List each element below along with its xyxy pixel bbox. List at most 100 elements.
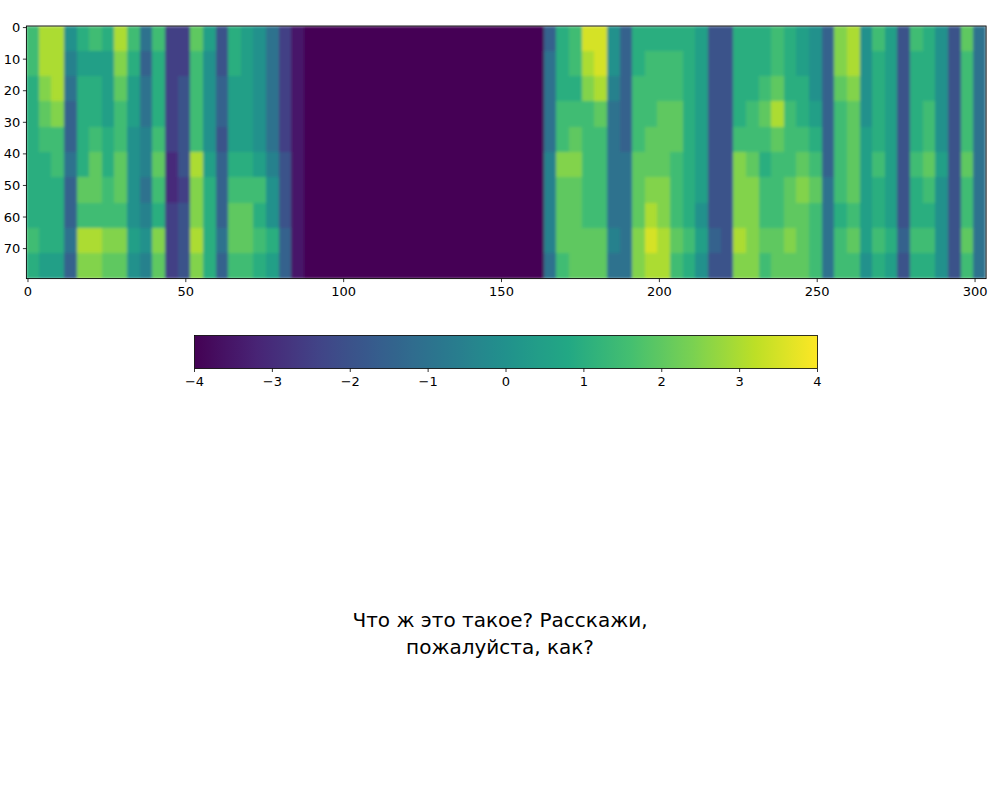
heatmap-cell: [910, 51, 923, 77]
heatmap-cell: [771, 76, 784, 102]
heatmap-cell: [178, 177, 191, 203]
heatmap-cell: [746, 51, 759, 77]
heatmap-cell: [127, 76, 140, 102]
heatmap-cell: [695, 127, 708, 153]
heatmap-cell: [923, 177, 936, 203]
heatmap-cell: [923, 101, 936, 127]
heatmap-cell: [354, 253, 367, 279]
x-tick-label: 300: [963, 284, 988, 299]
heatmap-cell: [897, 253, 910, 279]
heatmap-cell: [582, 127, 595, 153]
heatmap-cell: [279, 101, 292, 127]
heatmap-cell: [304, 177, 317, 203]
heatmap-cell: [961, 228, 974, 254]
heatmap-cell: [291, 177, 304, 203]
heatmap-cell: [847, 127, 860, 153]
heatmap-cell: [165, 228, 178, 254]
heatmap-cell: [973, 101, 986, 127]
heatmap-cell: [746, 177, 759, 203]
heatmap-cell: [178, 152, 191, 178]
colorbar-tick: [506, 369, 507, 373]
heatmap-cell: [329, 76, 342, 102]
heatmap-cell: [506, 177, 519, 203]
heatmap-cell: [443, 203, 456, 229]
heatmap-cell: [948, 127, 961, 153]
heatmap-cell: [165, 177, 178, 203]
heatmap-cell: [620, 127, 633, 153]
heatmap-cell: [102, 152, 115, 178]
heatmap-cell: [152, 203, 165, 229]
heatmap-cell: [127, 26, 140, 52]
heatmap-cell: [190, 127, 203, 153]
heatmap-cell: [809, 26, 822, 52]
heatmap-cell: [114, 76, 127, 102]
heatmap-cell: [620, 101, 633, 127]
heatmap-cell: [241, 51, 254, 77]
heatmap-cell: [796, 152, 809, 178]
heatmap-cell: [140, 101, 153, 127]
heatmap-cell: [241, 76, 254, 102]
heatmap-cell: [102, 127, 115, 153]
heatmap-cell: [657, 203, 670, 229]
heatmap-cell: [620, 26, 633, 52]
heatmap-cell: [885, 253, 898, 279]
heatmap-cell: [910, 177, 923, 203]
heatmap-cell: [430, 152, 443, 178]
heatmap-cell: [657, 127, 670, 153]
heatmap-cell: [190, 152, 203, 178]
heatmap-cell: [721, 51, 734, 77]
x-tick: [501, 279, 502, 283]
heatmap-cell: [683, 253, 696, 279]
heatmap-cell: [834, 203, 847, 229]
heatmap-cell: [645, 51, 658, 77]
heatmap-cell: [519, 253, 532, 279]
heatmap-cell: [569, 177, 582, 203]
heatmap-cell: [607, 228, 620, 254]
heatmap-cell: [923, 228, 936, 254]
heatmap-cell: [203, 76, 216, 102]
heatmap-cell: [329, 26, 342, 52]
heatmap-cell: [784, 76, 797, 102]
heatmap-cell: [418, 127, 431, 153]
heatmap-cell: [228, 203, 241, 229]
heatmap-cell: [759, 51, 772, 77]
heatmap-cell: [594, 152, 607, 178]
heatmap-cell: [481, 51, 494, 77]
heatmap-cell: [860, 101, 873, 127]
heatmap-cell: [304, 101, 317, 127]
heatmap-cell: [443, 253, 456, 279]
heatmap-cell: [620, 253, 633, 279]
heatmap-cell: [405, 26, 418, 52]
heatmap-cell: [897, 127, 910, 153]
heatmap-cell: [26, 76, 39, 102]
heatmap-cell: [961, 51, 974, 77]
heatmap-cell: [405, 152, 418, 178]
heatmap-cell: [481, 76, 494, 102]
heatmap-cell: [935, 228, 948, 254]
heatmap-cell: [152, 51, 165, 77]
heatmap-cell: [241, 203, 254, 229]
heatmap-cell: [380, 127, 393, 153]
heatmap-cell: [544, 127, 557, 153]
heatmap-cell: [165, 152, 178, 178]
heatmap-cell: [367, 253, 380, 279]
heatmap-cell: [354, 228, 367, 254]
x-tick: [27, 279, 28, 283]
heatmap-cell: [190, 203, 203, 229]
heatmap-cell: [51, 203, 64, 229]
heatmap-cell: [872, 127, 885, 153]
heatmap-cell: [392, 127, 405, 153]
heatmap-cell: [935, 101, 948, 127]
heatmap-cell: [102, 203, 115, 229]
heatmap-cell: [481, 152, 494, 178]
heatmap-cell: [405, 127, 418, 153]
heatmap-cell: [317, 152, 330, 178]
heatmap-cell: [683, 177, 696, 203]
heatmap-cell: [834, 228, 847, 254]
heatmap-cell: [733, 76, 746, 102]
heatmap-cell: [683, 127, 696, 153]
heatmap-cell: [279, 253, 292, 279]
heatmap-cell: [708, 203, 721, 229]
heatmap-cell: [784, 51, 797, 77]
heatmap-cell: [430, 26, 443, 52]
